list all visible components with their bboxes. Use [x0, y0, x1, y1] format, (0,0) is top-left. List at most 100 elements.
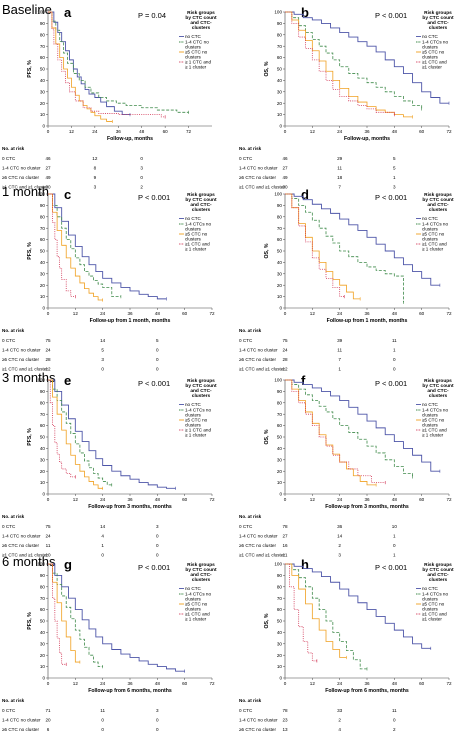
p-value: P = 0.04: [138, 11, 166, 20]
panel-letter: f: [301, 373, 306, 388]
y-tick-label: 40: [277, 630, 283, 635]
y-tick-label: 80: [277, 400, 283, 405]
risk-count: 11: [392, 338, 397, 343]
x-tick-label: 36: [364, 681, 370, 686]
risk-group-label: 1-4 CTC no cluster: [2, 534, 41, 539]
x-axis-label: Follow-up from 3 months, months: [325, 504, 409, 510]
row-title: 3 months: [2, 370, 56, 385]
y-tick-label: 80: [40, 32, 46, 37]
y-tick-label: 40: [40, 78, 46, 83]
risk-count: 46: [45, 156, 51, 161]
y-tick-label: 20: [277, 469, 283, 474]
y-tick-label: 40: [40, 260, 46, 265]
risk-count: 20: [45, 718, 51, 723]
km-curve-no_ctc: [285, 193, 440, 286]
legend-title: and CTC-: [190, 388, 212, 394]
risk-count: 71: [45, 708, 51, 713]
risk-count: 13: [282, 727, 288, 732]
risk-group-label: ≥1 CTC and ≥1 cluster: [2, 553, 48, 558]
risk-group-label: 0 CTC: [239, 708, 253, 713]
risk-group-label: 1-4 CTC no cluster: [2, 166, 41, 171]
y-tick-label: 0: [42, 492, 45, 497]
x-tick-label: 36: [127, 497, 133, 502]
risk-count: 0: [156, 367, 159, 372]
x-tick-label: 72: [446, 497, 452, 502]
risk-count: 0: [156, 543, 159, 548]
risk-count: 0: [156, 727, 159, 732]
y-tick-label: 30: [40, 457, 46, 462]
y-tick-label: 50: [277, 435, 283, 440]
x-tick-label: 48: [155, 311, 161, 316]
y-tick-label: 40: [277, 446, 283, 451]
y-tick-label: 20: [40, 101, 46, 106]
legend-entry: ≥ 1 CTC and ≥ 1 cluster: [185, 60, 211, 70]
figure-row: Baseline a P = 0.0401020304050607080901000…: [2, 2, 454, 190]
risk-group-label: 0 CTC: [2, 156, 16, 161]
risk-count: 3: [94, 185, 97, 190]
y-tick-label: 20: [277, 283, 283, 288]
legend-entry: ≥5 CTC no clusters: [422, 418, 445, 428]
risk-count: 5: [393, 156, 396, 161]
legend-title: Risk groups: [187, 378, 215, 384]
risk-count: 16: [282, 543, 288, 548]
risk-group-label: 0 CTC: [239, 524, 253, 529]
y-tick-label: 70: [277, 412, 283, 417]
y-tick-label: 10: [277, 112, 283, 117]
y-tick-label: 20: [277, 653, 283, 658]
legend-title: Risk groups: [187, 10, 215, 16]
risk-count: 5: [156, 338, 159, 343]
y-tick-label: 90: [40, 21, 46, 26]
risk-count: 0: [140, 156, 143, 161]
x-tick-label: 36: [364, 497, 370, 502]
km-curve-ctc_5plus: [285, 563, 347, 658]
risk-count: 11: [392, 708, 397, 713]
y-tick-label: 30: [277, 641, 283, 646]
p-value: P < 0.001: [375, 11, 407, 20]
risk-group-label: 0 CTC: [2, 524, 16, 529]
legend-entry: ≥5 CTC no clusters: [185, 418, 208, 428]
risk-count: 12: [282, 367, 288, 372]
y-tick-label: 0: [279, 492, 282, 497]
risk-group-label: ≥5 CTC no cluster: [239, 175, 276, 180]
legend-title: Risk groups: [424, 10, 452, 16]
x-tick-label: 60: [182, 681, 188, 686]
y-tick-label: 50: [40, 67, 46, 72]
y-tick-label: 70: [277, 596, 283, 601]
risk-group-label: ≥1 CTC and ≥1 cluster: [239, 185, 285, 190]
risk-count: 7: [338, 185, 341, 190]
p-value: P < 0.001: [375, 379, 407, 388]
legend-title: and CTC-: [190, 202, 212, 208]
x-tick-label: 0: [284, 311, 287, 316]
p-value: P < 0.001: [375, 193, 407, 202]
risk-count: 24: [45, 348, 51, 353]
risk-count: 0: [140, 175, 143, 180]
y-tick-label: 90: [40, 573, 46, 578]
risk-count: 0: [156, 348, 159, 353]
risk-count: 0: [156, 553, 159, 558]
y-tick-label: 40: [277, 78, 283, 83]
risk-count: 24: [45, 534, 51, 539]
y-tick-label: 70: [40, 44, 46, 49]
y-tick-label: 20: [40, 283, 46, 288]
km-curve-ctc_1_4: [285, 563, 367, 670]
y-tick-label: 50: [40, 249, 46, 254]
x-tick-label: 24: [100, 311, 106, 316]
y-tick-label: 70: [277, 44, 283, 49]
y-tick-label: 10: [277, 664, 283, 669]
risk-table: No. at risk 0 CTC 46 29 5 1-4 CTC no cluster 2…: [239, 146, 396, 190]
y-tick-label: 10: [40, 664, 46, 669]
risk-count: 0: [393, 718, 396, 723]
y-tick-label: 60: [277, 237, 283, 242]
legend-title: by CTC count: [185, 383, 217, 389]
risk-count: 28: [45, 357, 51, 362]
risk-count: 5: [101, 348, 104, 353]
risk-count: 11: [46, 543, 51, 548]
risk-count: 30: [282, 185, 288, 190]
risk-count: 18: [337, 175, 343, 180]
legend-entry: ≥5 CTC no clusters: [422, 602, 445, 612]
